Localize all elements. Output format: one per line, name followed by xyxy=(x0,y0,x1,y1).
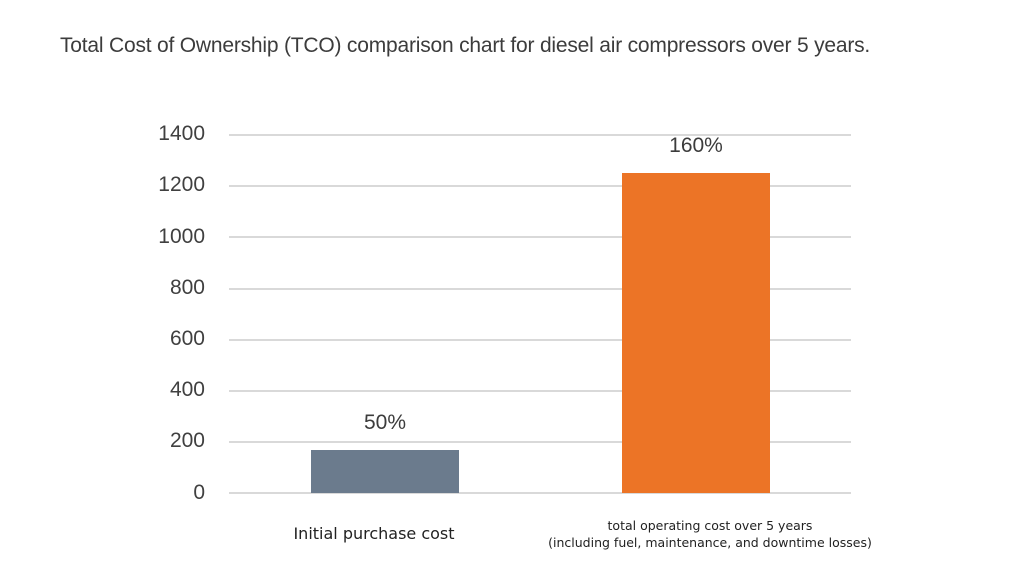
y-tick-label: 1400 xyxy=(158,122,205,145)
data-label-initial-purchase-cost: 50% xyxy=(363,411,407,434)
gridline-1200 xyxy=(229,185,851,187)
x-category-label-line1: total operating cost over 5 years xyxy=(607,518,813,533)
chart-title: Total Cost of Ownership (TCO) comparison… xyxy=(60,34,871,57)
gridline-0 xyxy=(229,492,851,494)
gridline-200 xyxy=(229,441,851,443)
y-tick-label: 0 xyxy=(193,481,205,504)
gridline-1400 xyxy=(229,134,851,136)
gridline-1000 xyxy=(229,236,851,238)
gridline-800 xyxy=(229,288,851,290)
x-category-label-line2: (including fuel, maintenance, and downti… xyxy=(548,535,872,550)
y-tick-label: 600 xyxy=(169,327,205,350)
y-tick-label: 1200 xyxy=(158,173,205,196)
data-label-total-operating-cost: 160% xyxy=(669,134,723,157)
bar-total-operating-cost xyxy=(622,173,770,493)
gridline-600 xyxy=(229,339,851,341)
y-tick-label: 400 xyxy=(169,378,205,401)
bar-initial-purchase-cost xyxy=(311,450,459,493)
x-category-total-operating-cost: total operating cost over 5 years (inclu… xyxy=(520,517,900,551)
y-tick-label: 800 xyxy=(169,276,205,299)
x-category-initial-purchase-cost: Initial purchase cost xyxy=(274,524,474,543)
y-tick-label: 1000 xyxy=(158,225,205,248)
gridline-400 xyxy=(229,390,851,392)
y-tick-label: 200 xyxy=(169,429,205,452)
x-category-label: Initial purchase cost xyxy=(293,524,455,543)
